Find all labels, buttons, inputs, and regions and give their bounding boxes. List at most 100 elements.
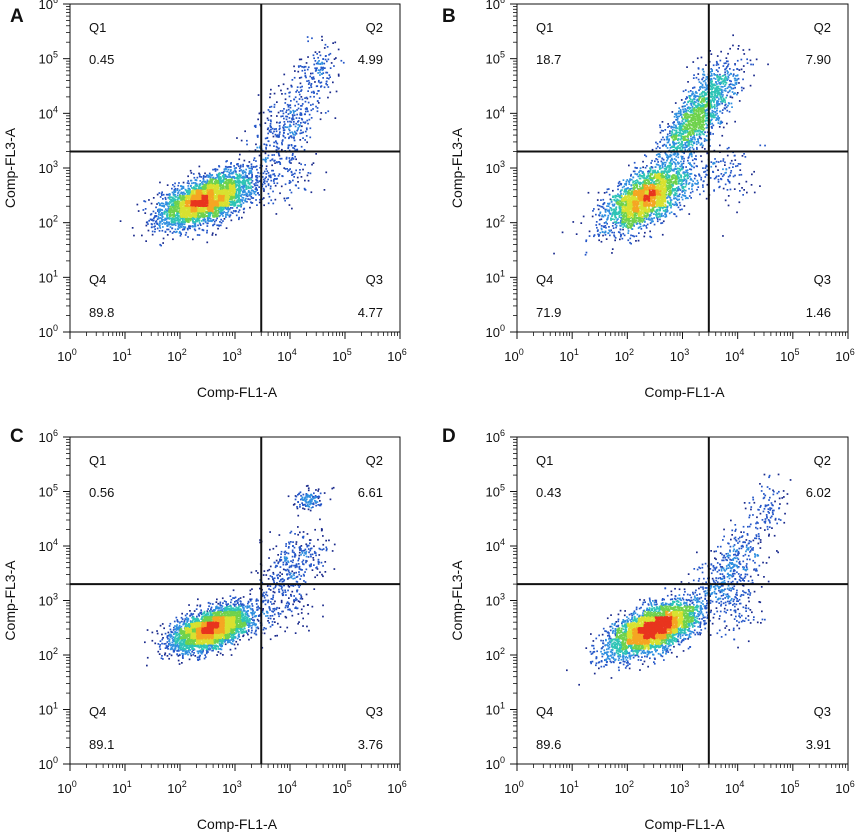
event-point: [278, 153, 280, 155]
event-point: [608, 226, 610, 228]
event-point: [276, 161, 278, 163]
event-point: [244, 194, 246, 196]
event-point: [243, 202, 245, 204]
event-point: [245, 185, 247, 187]
event-point: [176, 210, 178, 212]
event-point: [216, 189, 218, 191]
event-point: [724, 107, 726, 109]
event-point: [240, 176, 242, 178]
event-point: [719, 186, 721, 188]
event-point: [734, 121, 736, 123]
event-point: [736, 212, 738, 214]
event-point: [291, 86, 293, 88]
event-point: [307, 175, 309, 177]
event-point: [741, 69, 743, 71]
event-point: [310, 127, 312, 129]
event-point: [730, 170, 732, 172]
event-point: [243, 170, 245, 172]
event-point: [308, 80, 310, 82]
event-point: [195, 184, 197, 186]
event-point: [328, 54, 330, 56]
event-point: [295, 123, 297, 125]
event-point: [723, 127, 725, 129]
event-point: [730, 189, 732, 191]
event-point: [734, 159, 736, 161]
event-point: [723, 188, 725, 190]
event-point: [225, 212, 227, 214]
event-point: [162, 230, 164, 232]
event-point: [232, 212, 234, 214]
event-point: [194, 177, 196, 179]
event-point: [161, 212, 163, 214]
event-point: [195, 230, 197, 232]
event-point: [731, 103, 733, 105]
event-point: [250, 168, 252, 170]
event-point: [282, 139, 284, 141]
event-point: [169, 198, 171, 200]
event-point: [232, 207, 234, 209]
event-point: [297, 129, 299, 131]
event-point: [216, 202, 218, 204]
event-point: [611, 252, 613, 254]
event-point: [265, 144, 267, 146]
event-point: [641, 228, 643, 230]
event-point: [325, 59, 327, 61]
event-point: [601, 218, 603, 220]
event-point: [305, 121, 307, 123]
event-point: [152, 231, 154, 233]
event-point: [297, 124, 299, 126]
event-point: [301, 77, 303, 79]
event-point: [175, 231, 177, 233]
event-point: [695, 155, 697, 157]
event-point: [302, 169, 304, 171]
event-point: [271, 164, 273, 166]
event-point: [227, 199, 229, 201]
event-point: [304, 149, 306, 151]
event-point: [692, 183, 694, 185]
event-point: [203, 209, 205, 211]
event-point: [649, 231, 651, 233]
event-point: [248, 173, 250, 175]
event-point: [232, 204, 234, 206]
event-point: [151, 213, 153, 215]
event-point: [183, 212, 185, 214]
event-point: [239, 191, 241, 193]
event-point: [303, 121, 305, 123]
event-point: [194, 211, 196, 213]
event-point: [183, 216, 185, 218]
event-point: [263, 172, 265, 174]
event-point: [249, 161, 251, 163]
event-point: [279, 125, 281, 127]
event-point: [273, 145, 275, 147]
event-point: [705, 171, 707, 173]
event-point: [288, 137, 290, 139]
event-point: [177, 195, 179, 197]
event-point: [729, 48, 731, 50]
event-point: [659, 141, 661, 143]
event-point: [732, 91, 734, 93]
event-point: [654, 224, 656, 226]
event-point: [244, 130, 246, 132]
event-point: [179, 224, 181, 226]
event-point: [722, 168, 724, 170]
event-point: [162, 242, 164, 244]
scatter-points: [120, 36, 345, 247]
event-point: [283, 130, 285, 132]
event-point: [291, 137, 293, 139]
event-point: [153, 197, 155, 199]
event-point: [283, 128, 285, 130]
event-point: [313, 64, 315, 66]
event-point: [696, 166, 698, 168]
event-point: [214, 212, 216, 214]
event-point: [228, 202, 230, 204]
event-point: [307, 111, 309, 113]
event-point: [220, 219, 222, 221]
event-point: [251, 170, 253, 172]
event-point: [238, 211, 240, 213]
event-point: [224, 218, 226, 220]
event-point: [737, 48, 739, 50]
event-point: [153, 226, 155, 228]
event-point: [287, 197, 289, 199]
event-point: [300, 90, 302, 92]
